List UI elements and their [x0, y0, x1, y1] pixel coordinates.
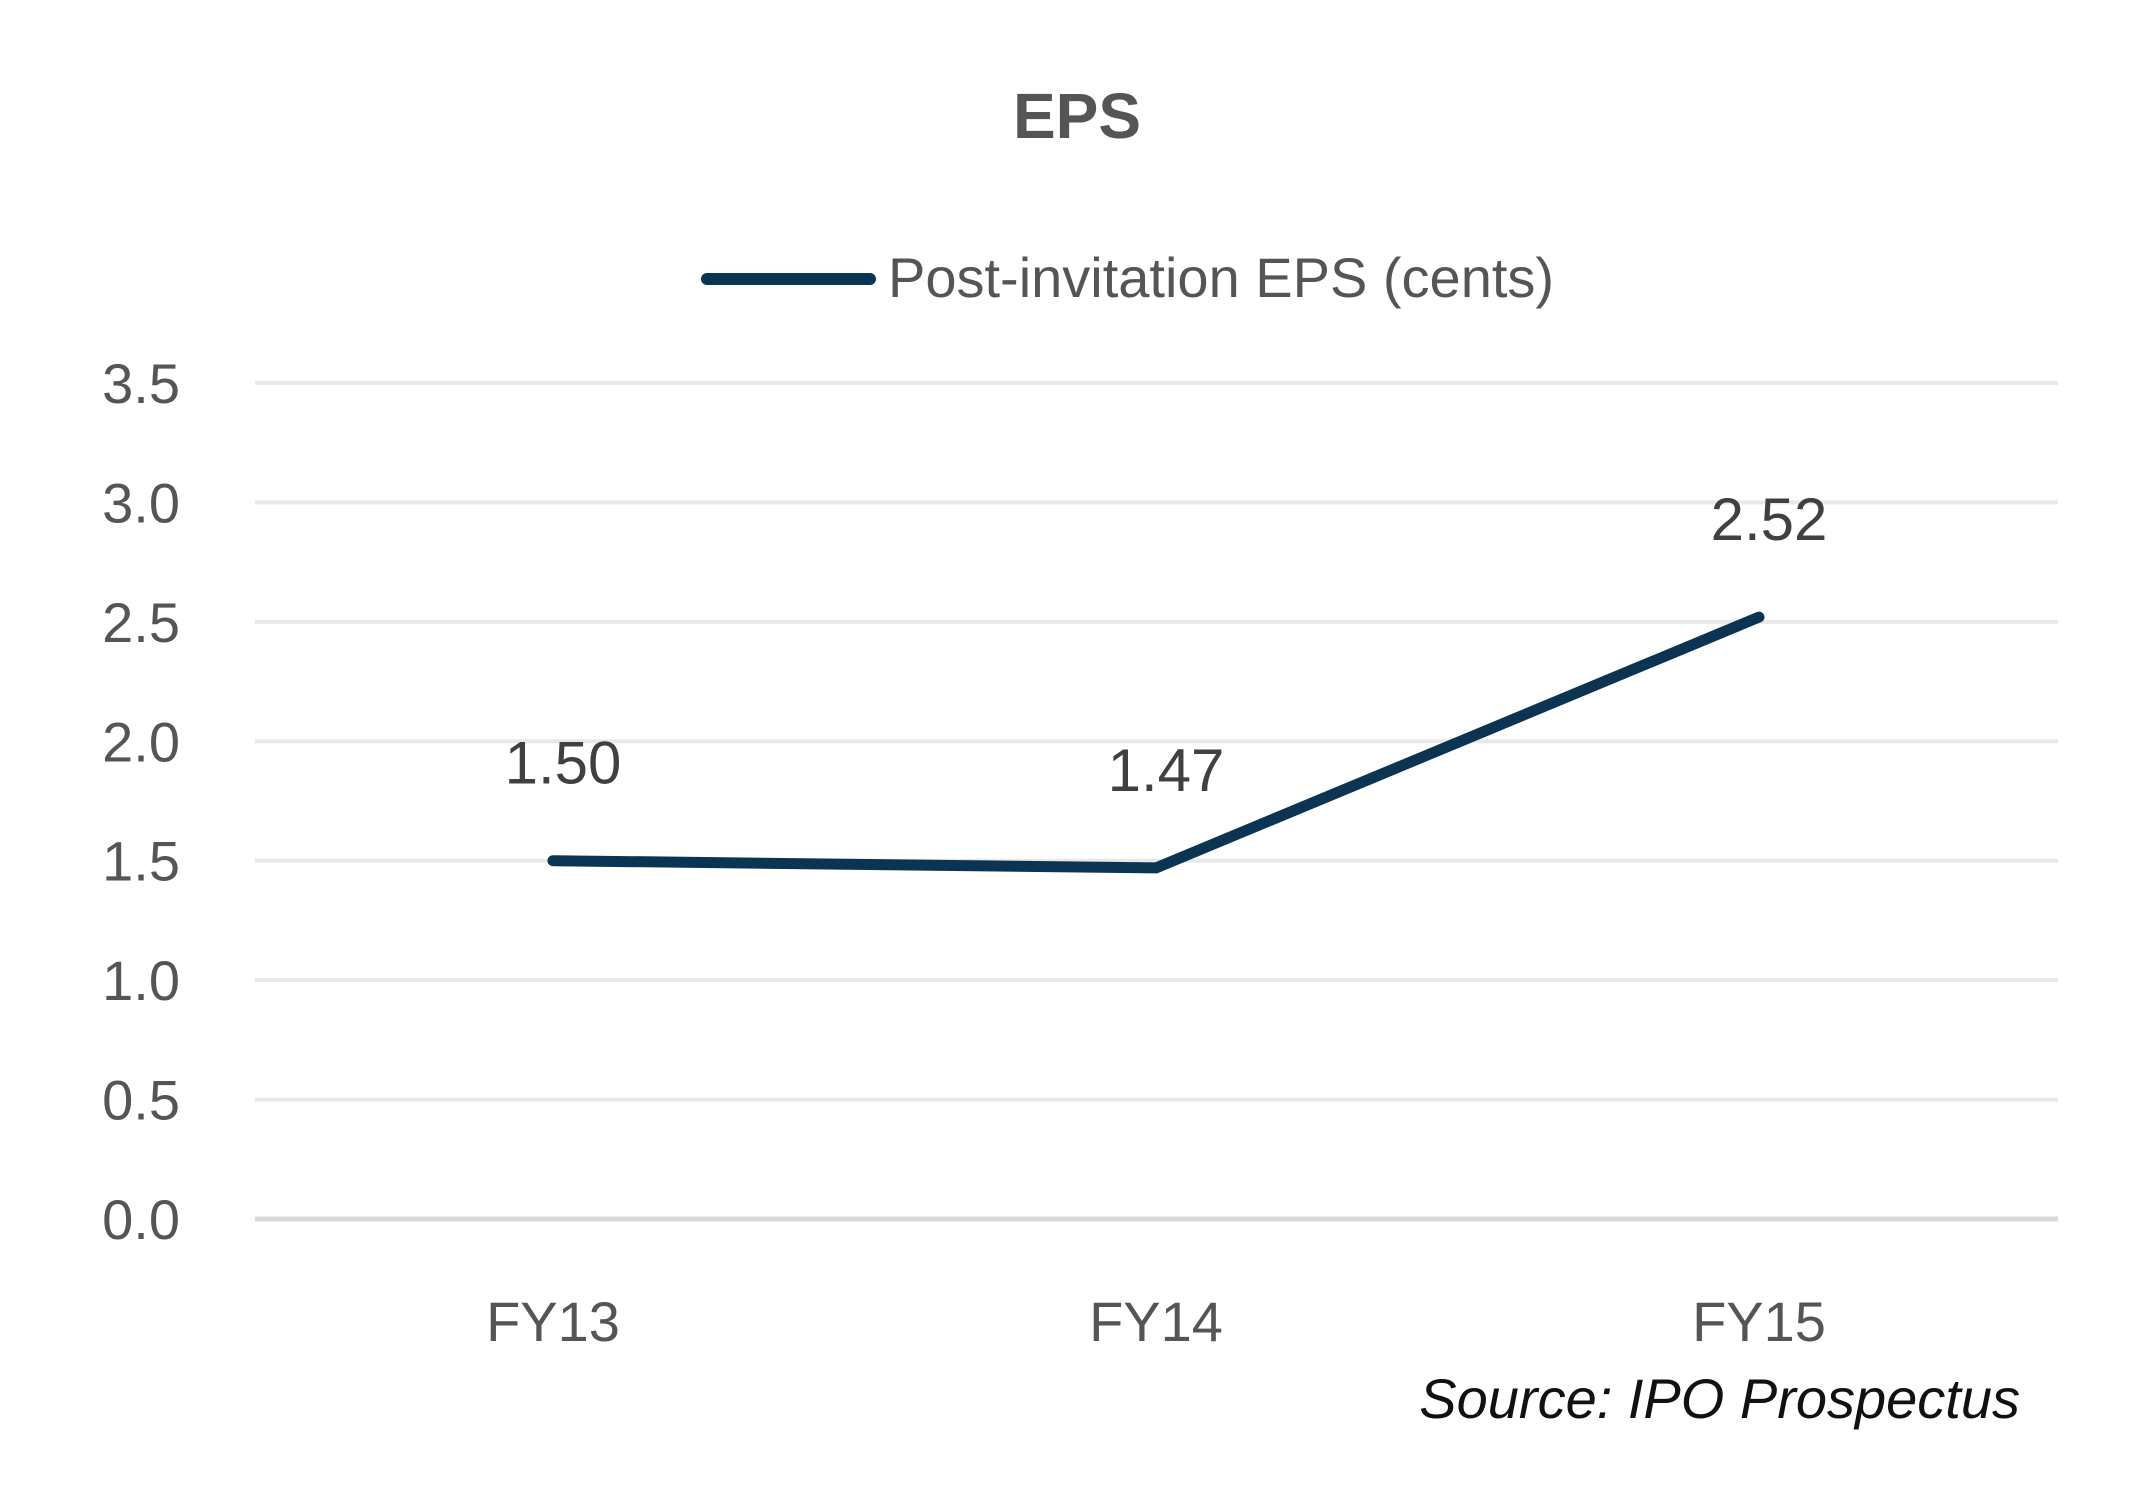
y-axis-tick-labels: 0.0 0.5 1.0 1.5 2.0 2.5 3.0 3.5 — [102, 352, 180, 1251]
y-tick-label: 3.5 — [102, 352, 180, 415]
x-tick-label: FY13 — [486, 1290, 620, 1353]
y-tick-label: 0.5 — [102, 1069, 180, 1132]
y-tick-label: 2.0 — [102, 710, 180, 773]
data-label: 2.52 — [1711, 486, 1828, 553]
source-note: Source: IPO Prospectus — [1419, 1367, 2020, 1430]
legend-label: Post-invitation EPS (cents) — [888, 246, 1554, 309]
x-tick-label: FY14 — [1089, 1290, 1223, 1353]
data-labels: 1.50 1.47 2.52 — [505, 486, 1828, 804]
y-tick-label: 0.0 — [102, 1188, 180, 1251]
y-tick-label: 3.0 — [102, 471, 180, 534]
y-tick-label: 2.5 — [102, 591, 180, 654]
data-label: 1.47 — [1108, 737, 1225, 804]
x-tick-label: FY15 — [1692, 1290, 1826, 1353]
data-label: 1.50 — [505, 730, 622, 797]
x-axis-tick-labels: FY13 FY14 FY15 — [486, 1290, 1826, 1353]
legend: Post-invitation EPS (cents) — [707, 246, 1554, 309]
y-tick-label: 1.5 — [102, 830, 180, 893]
chart-title: EPS — [1013, 80, 1141, 152]
y-tick-label: 1.0 — [102, 949, 180, 1012]
